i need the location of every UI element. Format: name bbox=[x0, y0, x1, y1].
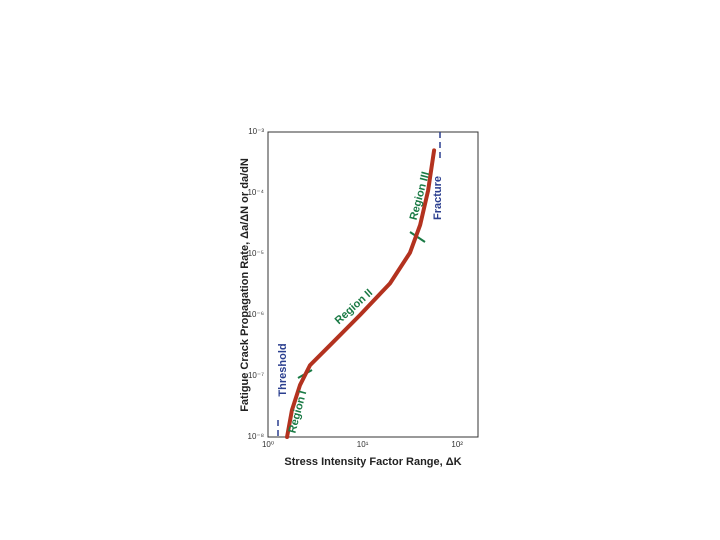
x-tick-label: 10⁰ bbox=[262, 440, 274, 449]
y-tick-label: 10⁻³ bbox=[248, 127, 264, 136]
x-tick-label: 10¹ bbox=[357, 440, 369, 449]
annotation: Threshold bbox=[277, 343, 289, 396]
y-tick-label: 10⁻⁴ bbox=[247, 188, 264, 197]
y-tick-label: 10⁻⁶ bbox=[248, 310, 264, 319]
annotation: Fracture bbox=[432, 176, 444, 220]
y-tick-label: 10⁻⁵ bbox=[248, 249, 264, 258]
plot-frame bbox=[267, 131, 479, 438]
y-axis-label: Fatigue Crack Propagation Rate, Δa/ΔN or… bbox=[239, 158, 251, 412]
data-line bbox=[285, 148, 437, 439]
x-tick-label: 10² bbox=[451, 440, 463, 449]
y-tick-label: 10⁻⁷ bbox=[248, 371, 264, 380]
y-tick-label: 10⁻⁸ bbox=[248, 432, 265, 441]
x-axis-label: Stress Intensity Factor Range, ΔK bbox=[284, 456, 461, 468]
